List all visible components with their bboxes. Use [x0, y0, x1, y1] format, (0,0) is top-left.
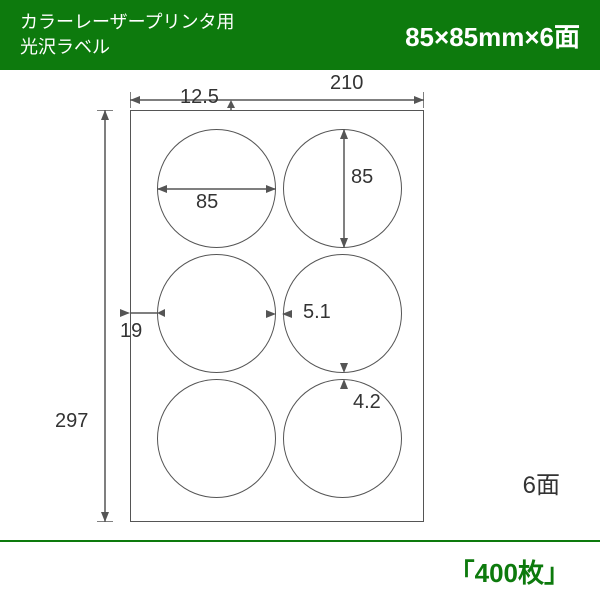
dim-left-margin-text: 19 [120, 320, 142, 343]
dim-vgap-text: 4.2 [353, 391, 381, 414]
dim-width-line [130, 90, 424, 110]
label-circle [157, 379, 276, 498]
dim-hgap-text: 5.1 [303, 301, 331, 324]
diagram-area: 210 12.5 85 85 [0, 70, 600, 540]
dim-left-margin [115, 305, 165, 321]
header-bar: カラーレーザープリンタ用 光沢ラベル 85×85mm×6面 [0, 0, 600, 70]
product-title: カラーレーザープリンタ用 光沢ラベル [20, 10, 235, 60]
dim-width-text: 210 [330, 72, 363, 95]
label-circle [283, 379, 402, 498]
dim-height-text: 297 [55, 410, 88, 433]
dim-diameter-h-text: 85 [196, 191, 218, 214]
dim-vgap [336, 356, 352, 396]
sheets-count: 「400枚」 [449, 553, 570, 590]
dim-top-margin-text: 12.5 [180, 86, 219, 109]
title-line1: カラーレーザープリンタ用 [20, 10, 235, 35]
footer-bar: 「400枚」 [0, 540, 600, 600]
label-sheet: 85 85 5.1 4.2 [130, 110, 424, 522]
dim-diameter-v-text: 85 [351, 166, 373, 189]
dim-diameter-v [336, 129, 352, 248]
dimensions-label: 85×85mm×6面 [405, 17, 580, 54]
faces-count: 6面 [523, 465, 560, 500]
title-line2: 光沢ラベル [20, 35, 235, 60]
dim-height-line [95, 110, 115, 522]
dim-hgap [259, 306, 299, 322]
